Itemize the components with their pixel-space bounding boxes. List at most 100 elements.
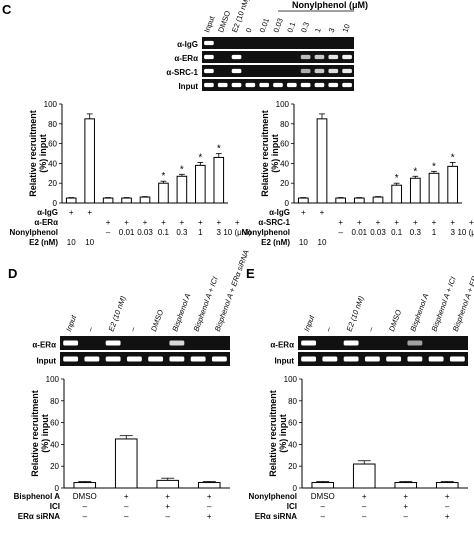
chart-significance-star: *	[432, 161, 436, 172]
panel_c-gel-band	[314, 54, 325, 60]
table-row-label: E2 (nM)	[261, 238, 290, 247]
chart-bar	[176, 175, 188, 204]
chart-y-tick-label: 60	[288, 419, 297, 428]
table-cell: +	[106, 218, 111, 227]
chart-significance-star: *	[395, 173, 399, 184]
table-cell: –	[83, 502, 88, 511]
table-cell: 0.01	[352, 228, 368, 237]
table-cell: +	[235, 218, 240, 227]
chart-bar	[73, 482, 97, 489]
panel_d-gel-lane-label: Input	[64, 313, 78, 333]
table-cell: +	[445, 492, 450, 501]
table-cell: –	[362, 502, 367, 511]
chart-y-label: (%) input	[40, 414, 50, 453]
panel_c-gel-band	[204, 40, 214, 46]
table-row-label: α-IgG	[37, 208, 58, 217]
panel_c-gel-band	[217, 82, 228, 88]
table-row-label: Nonylphenol	[249, 492, 297, 501]
panel_c-gel-band	[300, 54, 311, 60]
chart-y-tick-label: 100	[284, 375, 298, 384]
chart-bar	[213, 156, 225, 204]
panel_e-gel-lane-label: E2 (10 nM)	[345, 294, 366, 332]
panel_d-gel-lane-label: –	[85, 325, 96, 334]
table-cell: 10	[299, 238, 308, 247]
panel_e-gel-band	[428, 356, 444, 362]
panel-d-label: D	[8, 266, 18, 281]
table-row-label: ERα siRNA	[18, 512, 60, 521]
panel_e-gel-band	[386, 356, 402, 362]
panel_d-gel-band	[63, 340, 79, 346]
table-row-label: ERα siRNA	[255, 512, 297, 521]
table-cell: 10 (μM)	[457, 228, 474, 237]
table-cell: 0.3	[410, 228, 422, 237]
panel_d-gel-strip	[60, 336, 230, 350]
chart-bar	[195, 164, 206, 204]
panel_e-gel-lane-label: –	[323, 325, 334, 334]
chart-bar	[84, 118, 95, 204]
chart-significance-star: *	[198, 152, 202, 163]
panel-c-gel-header: Nonylphenol (μM)	[292, 0, 368, 10]
panel_e-gel-lane-label: DMSO	[387, 308, 403, 332]
chart-y-tick-label: 60	[50, 419, 59, 428]
panel_e-gel-lane-label: Bisphenol A + ERα siRNA	[451, 249, 474, 333]
panel_c-gel-lane-label: 0.01	[258, 17, 271, 34]
chart-y-label: (%) input	[270, 134, 280, 173]
panel_c-gel-lane-label: Input	[202, 14, 216, 34]
panel_c-gel-band	[273, 82, 283, 88]
panel_c-gel-band	[328, 54, 339, 60]
panel_d-gel-band	[126, 356, 142, 362]
chart-y-tick-label: 40	[288, 440, 297, 449]
panel_c-gel-band	[259, 82, 270, 88]
table-cell: +	[124, 218, 129, 227]
chart-y-tick-label: 60	[280, 140, 289, 149]
table-cell: –	[83, 512, 88, 521]
panel_d-gel-band	[169, 356, 185, 362]
panel_c-gel-band	[328, 68, 339, 74]
panel_c-gel-row-label: α-SRC-1	[166, 68, 198, 77]
chart-bar	[297, 197, 309, 204]
chart-bar	[156, 479, 180, 489]
chart-bar	[409, 177, 421, 204]
chart-y-tick-label: 100	[46, 375, 60, 384]
chart-bar	[447, 165, 459, 204]
table-cell: –	[166, 512, 171, 521]
table-row-label: α-SRC-1	[258, 218, 290, 227]
table-cell: 0.03	[137, 228, 153, 237]
panel_e-gel-band	[407, 340, 423, 346]
panel_c-gel-strip	[202, 65, 354, 77]
table-cell: +	[161, 218, 166, 227]
chart-y-tick-label: 20	[48, 179, 57, 188]
table-row-label: Nonylphenol	[10, 228, 58, 237]
panel_e-gel-strip	[298, 336, 468, 350]
chart-bar	[197, 482, 221, 489]
table-cell: +	[362, 492, 367, 501]
table-cell: –	[404, 512, 409, 521]
table-cell: +	[376, 218, 381, 227]
panel_e-gel-row-label: Input	[274, 357, 294, 366]
table-cell: –	[338, 228, 343, 237]
panel_e-gel-band	[407, 356, 423, 362]
chart-y-tick-label: 20	[288, 462, 297, 471]
chart-bar	[391, 184, 403, 204]
panel_d-gel-band	[211, 356, 227, 362]
table-cell: +	[338, 218, 343, 227]
table-cell: 0.3	[176, 228, 188, 237]
panel_c-gel-band	[245, 82, 256, 88]
panel_c-gel-lane-label: 3	[327, 27, 337, 34]
chart-y-tick-label: 0	[55, 484, 60, 493]
table-cell: 10 (μM)	[223, 228, 251, 237]
table-row-label: E2 (nM)	[29, 238, 58, 247]
table-cell: +	[320, 208, 325, 217]
panel_c-gel-band	[342, 68, 352, 74]
panel_d-gel-band	[84, 356, 100, 362]
chart-bar	[435, 482, 459, 489]
chart-bar	[65, 197, 77, 204]
table-cell: +	[198, 218, 203, 227]
table-row-label: Bisphenol A	[14, 492, 61, 501]
chart-y-tick-label: 20	[280, 179, 289, 188]
table-cell: 0.1	[158, 228, 170, 237]
panel_c-gel-lane-label: 0	[244, 27, 254, 34]
panel_c-gel-band	[231, 68, 242, 74]
chart-significance-star: *	[180, 164, 184, 175]
panel_d-gel-strip	[60, 352, 230, 366]
